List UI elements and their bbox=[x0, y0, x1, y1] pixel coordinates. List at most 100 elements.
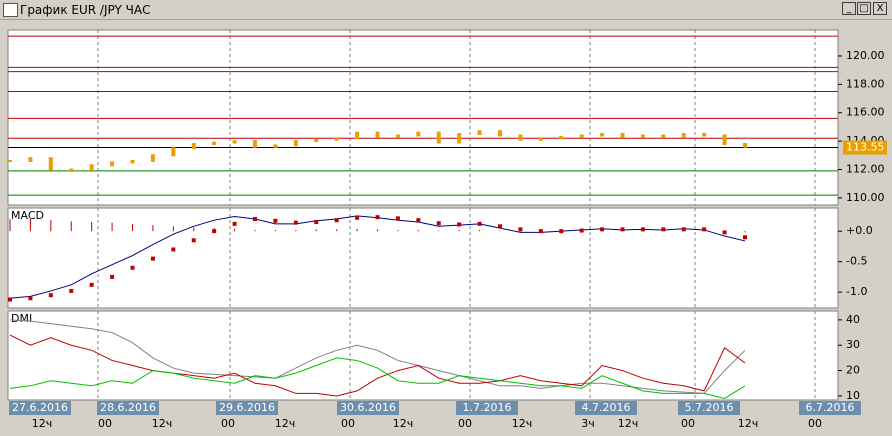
y-tick-label: 112.00 bbox=[846, 163, 885, 176]
signal-dot bbox=[355, 215, 360, 220]
signal-dot bbox=[212, 229, 217, 234]
signal-dot bbox=[722, 230, 727, 235]
panel bbox=[7, 310, 839, 401]
signal-dot bbox=[661, 227, 666, 232]
chart: 110.00112.00114.00116.00118.00120.00113.… bbox=[7, 29, 887, 430]
candle bbox=[130, 160, 135, 164]
hour-label: 00 bbox=[458, 417, 472, 430]
candle bbox=[69, 168, 74, 172]
signal-dot bbox=[375, 215, 380, 220]
date-box bbox=[9, 401, 71, 415]
candle bbox=[375, 131, 380, 138]
signal-dot bbox=[457, 222, 462, 227]
date-label: 4.7.2016 bbox=[582, 401, 631, 414]
signal-dot bbox=[293, 220, 298, 225]
candle bbox=[212, 141, 217, 145]
hour-label: 00 bbox=[808, 417, 822, 430]
panel-title: MACD bbox=[11, 209, 44, 222]
signal-dot bbox=[48, 293, 53, 298]
maximize-button[interactable]: □ bbox=[857, 2, 871, 15]
candle bbox=[48, 157, 53, 171]
hour-label: 12ч bbox=[275, 417, 296, 430]
y-tick-label: +0.0 bbox=[846, 224, 873, 237]
signal-dot bbox=[28, 296, 33, 301]
candle bbox=[293, 140, 298, 147]
last-price-label: 113.55 bbox=[846, 141, 885, 154]
candle bbox=[743, 142, 747, 148]
signal-dot bbox=[334, 218, 339, 223]
signal-dot bbox=[436, 221, 441, 226]
signal-dot bbox=[538, 229, 543, 234]
signal-dot bbox=[498, 224, 502, 229]
date-label: 6.7.2016 bbox=[806, 401, 855, 414]
signal-dot bbox=[89, 282, 94, 287]
signal-dot bbox=[640, 227, 645, 232]
hour-label: 12ч bbox=[512, 417, 533, 430]
candle bbox=[518, 134, 523, 141]
candle bbox=[600, 133, 605, 137]
candle bbox=[579, 134, 584, 138]
hour-label: 00 bbox=[221, 417, 235, 430]
hour-label: 12ч bbox=[393, 417, 414, 430]
y-tick-label: -1.0 bbox=[846, 285, 867, 298]
candle bbox=[150, 154, 155, 163]
panel-title: DMI bbox=[11, 312, 32, 325]
candle bbox=[89, 164, 94, 172]
date-box bbox=[456, 401, 518, 415]
candle bbox=[171, 147, 176, 157]
signal-dot bbox=[150, 256, 155, 261]
signal-dot bbox=[130, 265, 135, 270]
candle bbox=[355, 131, 360, 140]
candle bbox=[477, 130, 482, 136]
candle bbox=[28, 157, 33, 163]
candle bbox=[702, 133, 707, 137]
signal-dot bbox=[600, 227, 605, 232]
date-box bbox=[575, 401, 637, 415]
signal-dot bbox=[8, 297, 12, 302]
signal-dot bbox=[579, 228, 584, 233]
signal-dot bbox=[253, 216, 257, 221]
signal-dot bbox=[191, 238, 196, 243]
candle bbox=[436, 131, 441, 144]
signal-dot bbox=[395, 216, 400, 221]
y-tick-label: 116.00 bbox=[846, 106, 885, 119]
hour-label: 12ч bbox=[738, 417, 759, 430]
hour-label: 12ч bbox=[32, 417, 53, 430]
candle bbox=[457, 133, 462, 144]
candle bbox=[416, 131, 421, 137]
date-label: 27.6.2016 bbox=[12, 401, 68, 414]
y-tick-label: 120.00 bbox=[846, 49, 885, 62]
candle bbox=[8, 160, 12, 163]
hour-label: 12ч bbox=[618, 417, 639, 430]
close-button[interactable]: X bbox=[873, 2, 887, 15]
signal-dot bbox=[559, 229, 564, 234]
y-tick-label: -0.5 bbox=[846, 255, 867, 268]
hour-label: 3ч bbox=[581, 417, 595, 430]
date-label: 30.6.2016 bbox=[340, 401, 396, 414]
signal-dot bbox=[110, 274, 115, 279]
date-label: 29.6.2016 bbox=[219, 401, 275, 414]
minimize-button[interactable]: _ bbox=[842, 2, 856, 15]
date-label: 5.7.2016 bbox=[685, 401, 734, 414]
y-tick-label: 20 bbox=[846, 364, 860, 377]
panel bbox=[7, 207, 839, 309]
candle bbox=[253, 140, 257, 148]
y-tick-label: 40 bbox=[846, 313, 860, 326]
signal-dot bbox=[477, 221, 482, 226]
candle bbox=[559, 135, 564, 140]
candle bbox=[620, 133, 625, 138]
y-tick-label: 110.00 bbox=[846, 191, 885, 204]
date-box bbox=[337, 401, 399, 415]
signal-dot bbox=[620, 227, 625, 232]
signal-dot bbox=[273, 218, 278, 223]
candle bbox=[334, 137, 339, 141]
date-box bbox=[216, 401, 278, 415]
candle bbox=[661, 134, 666, 138]
signal-dot bbox=[743, 235, 747, 240]
y-tick-label: 30 bbox=[846, 338, 860, 351]
signal-dot bbox=[232, 221, 237, 226]
date-label: 28.6.2016 bbox=[100, 401, 156, 414]
signal-dot bbox=[69, 288, 74, 293]
dmi-line bbox=[9, 319, 746, 394]
y-tick-label: 10 bbox=[846, 389, 860, 402]
